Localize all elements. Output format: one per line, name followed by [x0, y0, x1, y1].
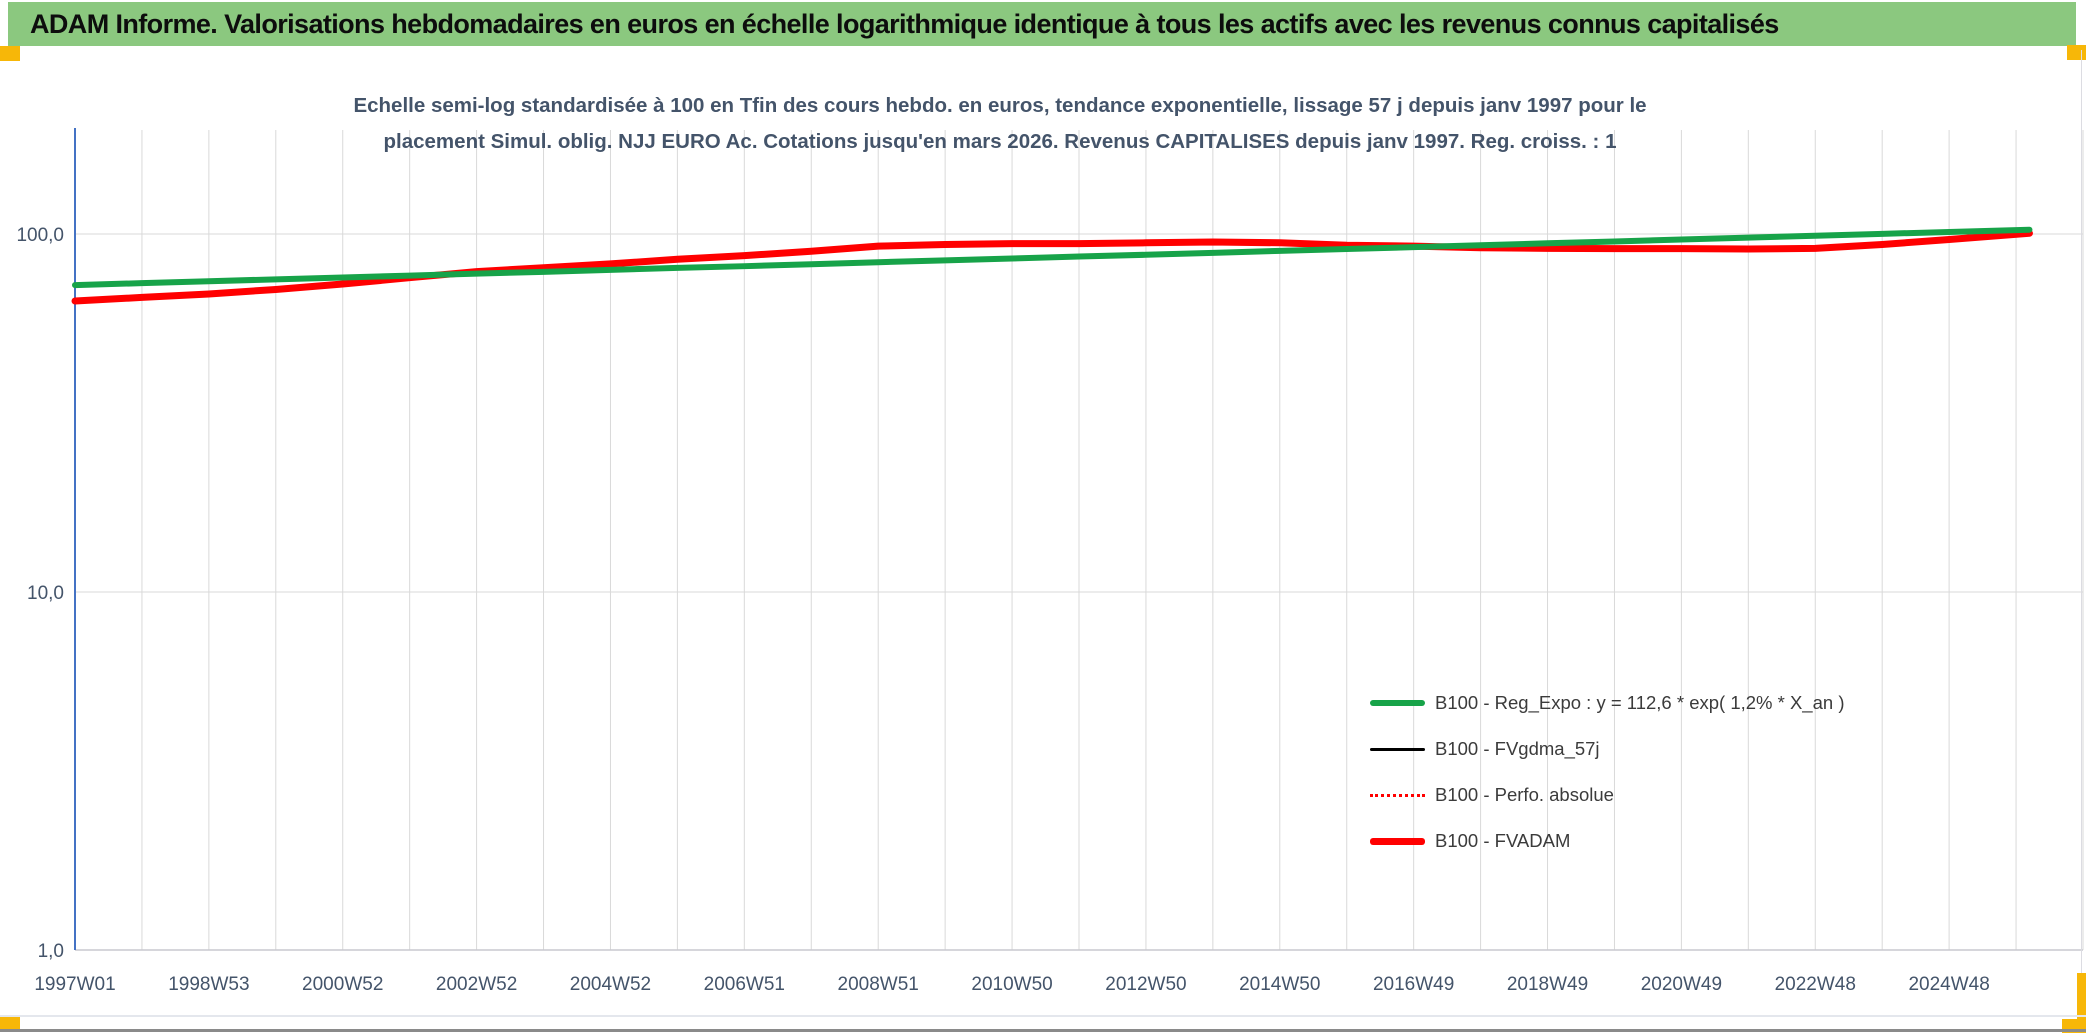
legend-line-sample-perfo-absolue [1370, 793, 1425, 797]
legend-item-perfo-absolue: B100 - Perfo. absolue [1370, 772, 1844, 818]
y-tick-label: 10,0 [27, 583, 64, 604]
x-tick-label: 2002W52 [436, 974, 517, 995]
window-bottom-edge [0, 1029, 2086, 1032]
x-tick-label: 2000W52 [302, 974, 383, 995]
x-tick-label: 2018W49 [1507, 974, 1588, 995]
legend-label: B100 - FVgdma_57j [1435, 738, 1600, 759]
y-tick-label: 1,0 [38, 941, 64, 962]
corner-marker-right-strip [2077, 973, 2086, 1020]
legend-label: B100 - Reg_Expo : y = 112,6 * exp( 1,2% … [1435, 692, 1845, 713]
x-tick-label: 2008W51 [838, 974, 919, 995]
corner-marker-bottom-left [0, 1017, 20, 1031]
x-tick-label: 2004W52 [570, 974, 651, 995]
legend-item-fvadam: B100 - FVADAM [1370, 818, 1844, 864]
x-tick-label: 2024W48 [1908, 974, 1989, 995]
legend-line-sample-fvgdma-57j [1370, 747, 1425, 751]
sheet-bottom-boundary [0, 1015, 2086, 1017]
x-tick-label: 2012W50 [1105, 974, 1186, 995]
y-tick-label: 100,0 [16, 225, 64, 246]
legend-item-reg-expo: B100 - Reg_Expo : y = 112,6 * exp( 1,2% … [1370, 680, 1844, 726]
legend: B100 - Reg_Expo : y = 112,6 * exp( 1,2% … [1370, 680, 1844, 864]
report-title-bar: ADAM Informe. Valorisations hebdomadaire… [8, 2, 2076, 46]
series-reg-expo [72, 226, 2033, 289]
legend-line-sample-fvadam [1370, 837, 1425, 845]
x-tick-label: 2010W50 [971, 974, 1052, 995]
series-fvadam [71, 229, 2033, 305]
chart-title-line-2: placement Simul. oblig. NJJ EURO Ac. Cot… [383, 130, 1617, 153]
chart-title: Echelle semi-log standardisée à 100 en T… [0, 88, 2000, 160]
x-tick-label: 2006W51 [704, 974, 785, 995]
corner-marker-top-left [0, 46, 20, 61]
sheet-right-boundary [2081, 50, 2082, 973]
x-tick-label: 2020W49 [1641, 974, 1722, 995]
x-tick-label: 2014W50 [1239, 974, 1320, 995]
x-tick-label: 1998W53 [168, 974, 249, 995]
report-title: ADAM Informe. Valorisations hebdomadaire… [30, 8, 1779, 39]
x-tick-label: 1997W01 [34, 974, 115, 995]
legend-line-sample-reg-expo [1370, 700, 1425, 706]
legend-label: B100 - Perfo. absolue [1435, 784, 1614, 805]
chart-title-line-1: Echelle semi-log standardisée à 100 en T… [353, 94, 1647, 117]
x-tick-label: 2022W48 [1775, 974, 1856, 995]
corner-marker-top-right [2067, 45, 2086, 60]
legend-item-fvgdma-57j: B100 - FVgdma_57j [1370, 726, 1844, 772]
legend-label: B100 - FVADAM [1435, 830, 1571, 851]
x-tick-label: 2016W49 [1373, 974, 1454, 995]
